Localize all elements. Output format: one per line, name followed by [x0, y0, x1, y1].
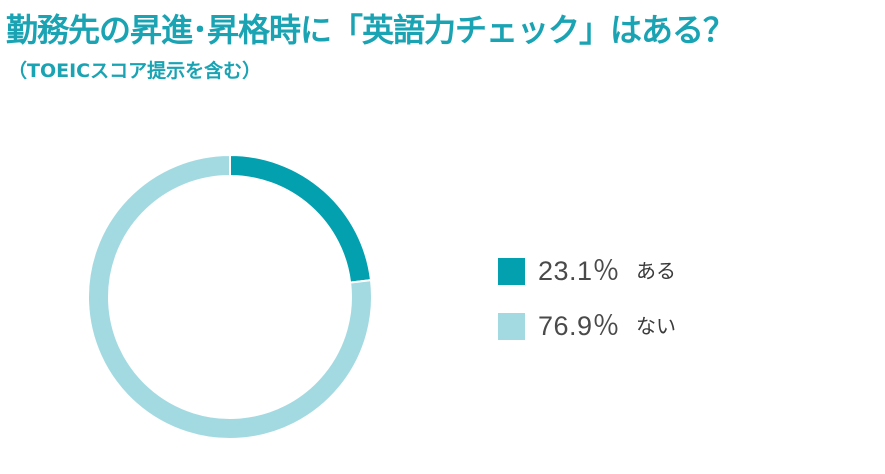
chart-legend: 23.1％ ある 76.9％ ない: [498, 254, 676, 364]
legend-item-nai: 76.9％ ない: [498, 309, 676, 343]
legend-label-ari: ある: [636, 259, 676, 283]
donut-slice-nai: [87, 153, 373, 440]
legend-value-nai: 76.9％: [538, 311, 621, 341]
legend-value-ari: 23.1％: [538, 256, 621, 286]
donut-slice-ari: [229, 153, 373, 284]
chart-title: 勤務先の昇進･昇格時に「英語力チェック」はある？: [6, 11, 735, 49]
donut-chart: [85, 152, 375, 442]
legend-item-ari: 23.1％ ある: [498, 254, 676, 288]
chart-subtitle: （TOEICスコア提示を含む）: [8, 60, 262, 82]
legend-label-nai: ない: [636, 314, 676, 338]
legend-swatch-ari: [498, 257, 525, 285]
legend-swatch-nai: [498, 312, 525, 340]
donut-chart-svg: [87, 153, 373, 440]
